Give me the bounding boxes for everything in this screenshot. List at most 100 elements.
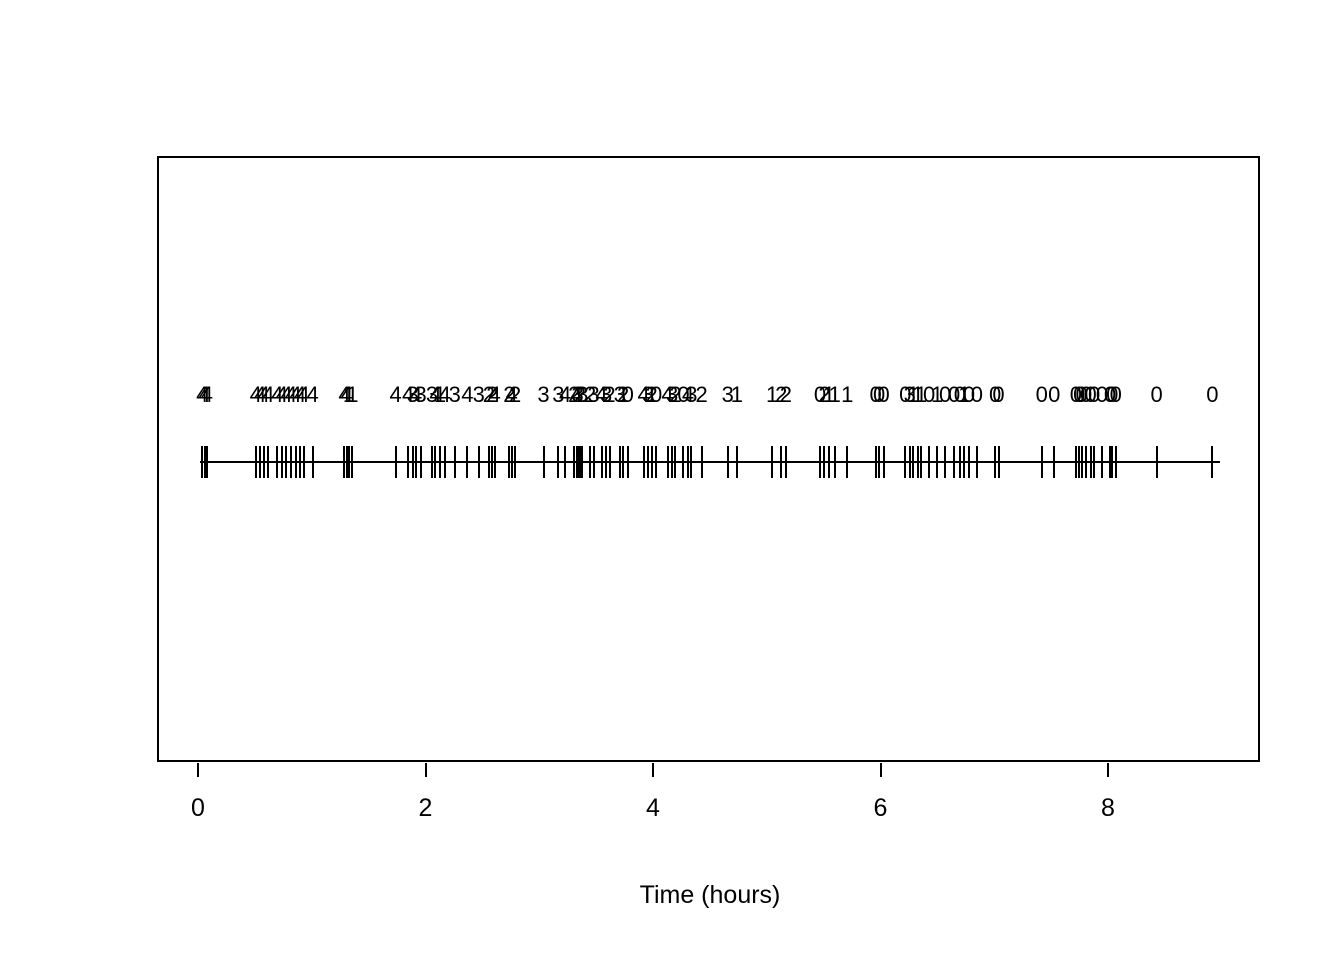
event-tick [453, 446, 456, 478]
event-label: 4 [257, 382, 270, 407]
event-label: 3 [721, 382, 734, 407]
event-label: 4 [306, 382, 319, 407]
event-label: 0 [988, 382, 1002, 407]
event-tick [878, 446, 881, 478]
event-label: 4 [340, 382, 353, 407]
event-tick [201, 446, 204, 478]
event-label: 4 [249, 382, 262, 407]
event-label: 0 [953, 382, 966, 407]
event-label: 2 [779, 382, 792, 407]
event-tick [564, 446, 567, 478]
event-label: 1 [930, 382, 944, 407]
event-label: 1 [915, 382, 928, 407]
event-label: 0 [1075, 382, 1088, 407]
event-tick [953, 446, 956, 478]
event-tick [514, 446, 517, 478]
event-tick [784, 446, 787, 478]
event-tick [920, 446, 923, 478]
event-tick [302, 446, 305, 478]
event-label: 3 [665, 382, 679, 407]
event-tick [618, 446, 621, 478]
event-label: 3 [571, 382, 584, 407]
x-axis-tick [424, 763, 427, 777]
event-label: 1 [433, 382, 447, 407]
event-tick [936, 446, 939, 478]
event-tick [690, 446, 693, 478]
event-tick [1040, 446, 1043, 478]
event-tick [542, 446, 545, 478]
event-tick [1089, 446, 1092, 478]
event-label: 3 [685, 382, 698, 407]
event-tick [674, 446, 677, 478]
event-label: 4 [262, 382, 275, 407]
event-label: 4 [196, 382, 209, 407]
rug-baseline [200, 461, 1221, 463]
event-tick [846, 446, 849, 478]
event-label: 2 [584, 382, 597, 407]
event-tick [203, 446, 206, 478]
x-axis-tick [197, 763, 199, 777]
event-tick [626, 446, 629, 478]
event-tick [419, 446, 422, 478]
event-label: 2 [617, 382, 630, 407]
event-tick [780, 446, 783, 478]
event-tick [1114, 446, 1117, 478]
event-tick [686, 446, 689, 478]
event-label: 1 [841, 382, 854, 407]
event-tick [963, 446, 966, 478]
event-tick [671, 446, 674, 478]
event-tick [345, 446, 348, 478]
event-label: 0 [1087, 382, 1101, 407]
event-label: 4 [297, 382, 310, 407]
event-label: 0 [650, 382, 663, 407]
event-label: 2 [603, 382, 616, 407]
event-tick [1109, 446, 1111, 478]
event-label: 0 [1106, 382, 1119, 407]
event-tick [351, 446, 354, 478]
event-tick [823, 446, 826, 478]
event-label: 0 [992, 382, 1005, 407]
event-label: 3 [613, 382, 626, 407]
event-tick [592, 446, 595, 478]
event-label: 2 [508, 382, 522, 407]
event-label: 1 [828, 382, 841, 407]
event-label: 0 [1069, 382, 1082, 407]
x-axis-title: Time (hours) [639, 881, 781, 909]
event-tick [581, 446, 584, 478]
event-label: 0 [1103, 382, 1117, 407]
event-label: 3 [406, 382, 419, 407]
event-tick [967, 446, 970, 478]
event-label: 0 [1150, 382, 1163, 407]
event-label: 4 [275, 382, 289, 407]
event-label: 4 [198, 382, 211, 407]
event-label: 4 [200, 382, 213, 407]
event-tick [912, 446, 915, 478]
event-label: 4 [637, 382, 650, 407]
event-label: 4 [570, 382, 583, 407]
event-tick [622, 446, 625, 478]
x-axis-tick-label: 4 [646, 794, 660, 822]
event-tick [666, 446, 669, 478]
event-label: 4 [410, 382, 423, 407]
event-label: 0 [1084, 382, 1097, 407]
event-label: 3 [537, 382, 550, 407]
event-label: 4 [681, 382, 695, 407]
event-tick [411, 446, 414, 478]
event-tick [434, 446, 437, 478]
event-tick [682, 446, 685, 478]
event-label: 4 [488, 382, 501, 407]
event-tick [1155, 446, 1158, 478]
event-label: 3 [642, 382, 655, 407]
event-tick [477, 446, 480, 478]
x-axis-tick-label: 0 [191, 794, 205, 822]
event-tick [290, 446, 292, 478]
event-tick [311, 446, 314, 478]
event-label: 2 [503, 382, 516, 407]
event-label: 2 [669, 382, 682, 407]
event-label: 0 [1079, 382, 1093, 407]
event-tick [958, 446, 961, 478]
event-tick [1074, 446, 1077, 478]
event-tick [259, 446, 262, 478]
event-tick [205, 446, 208, 478]
